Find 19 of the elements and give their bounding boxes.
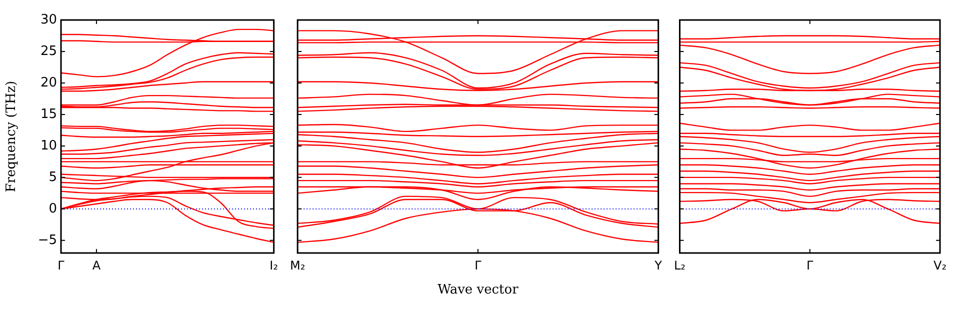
y-tick-label: 15 (40, 106, 57, 122)
x-tick-label: Y (654, 258, 663, 272)
x-tick-label: I₂ (270, 258, 278, 272)
y-tick-label: 0 (48, 201, 57, 216)
x-tick-label: Γ (58, 258, 65, 272)
x-tick-label: V₂ (933, 258, 947, 272)
y-tick-label: 25 (40, 44, 57, 59)
x-axis-title: Wave vector (438, 282, 520, 298)
y-tick-label: 30 (40, 12, 57, 28)
y-tick-label: −5 (38, 232, 57, 248)
x-tick-label: L₂ (674, 258, 686, 272)
x-tick-label: A (92, 258, 102, 272)
y-tick-label: 5 (48, 170, 57, 185)
x-tick-label: Γ (806, 258, 814, 272)
y-tick-label: 20 (40, 75, 57, 90)
y-axis-title: Frequency (THz) (4, 80, 20, 192)
x-tick-label: M₂ (290, 258, 306, 272)
y-tick-label: 10 (40, 138, 57, 154)
x-tick-label: Γ (474, 258, 482, 272)
